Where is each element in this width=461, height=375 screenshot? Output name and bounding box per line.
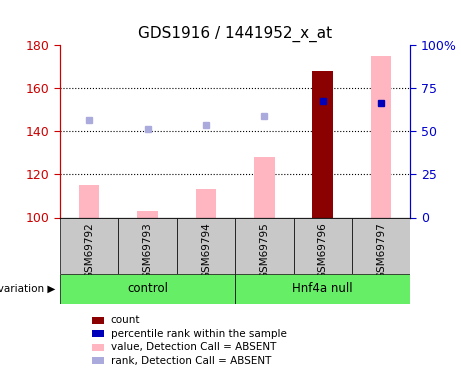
Text: GSM69796: GSM69796 (318, 222, 328, 279)
Bar (371, 56, 391, 217)
Bar (79, 185, 100, 218)
Text: genotype/variation ▶: genotype/variation ▶ (0, 284, 55, 294)
Bar (177, 217, 235, 274)
Bar (235, 217, 294, 274)
Text: control: control (127, 282, 168, 295)
Text: percentile rank within the sample: percentile rank within the sample (111, 329, 287, 339)
Text: GSM69792: GSM69792 (84, 222, 94, 279)
Bar (195, 189, 216, 217)
Text: GSM69794: GSM69794 (201, 222, 211, 279)
Bar (313, 71, 333, 217)
Title: GDS1916 / 1441952_x_at: GDS1916 / 1441952_x_at (138, 26, 332, 42)
Bar (352, 217, 410, 274)
Bar (137, 211, 158, 217)
Text: count: count (111, 315, 140, 325)
Text: GSM69797: GSM69797 (376, 222, 386, 279)
Bar (60, 217, 118, 274)
Bar (118, 217, 177, 274)
Text: rank, Detection Call = ABSENT: rank, Detection Call = ABSENT (111, 356, 271, 366)
Text: value, Detection Call = ABSENT: value, Detection Call = ABSENT (111, 342, 276, 352)
Bar (235, 274, 410, 304)
Bar (254, 157, 275, 218)
Text: GSM69795: GSM69795 (259, 222, 269, 279)
Bar (60, 274, 235, 304)
Text: GSM69793: GSM69793 (142, 222, 153, 279)
Text: Hnf4a null: Hnf4a null (292, 282, 353, 295)
Bar (294, 217, 352, 274)
